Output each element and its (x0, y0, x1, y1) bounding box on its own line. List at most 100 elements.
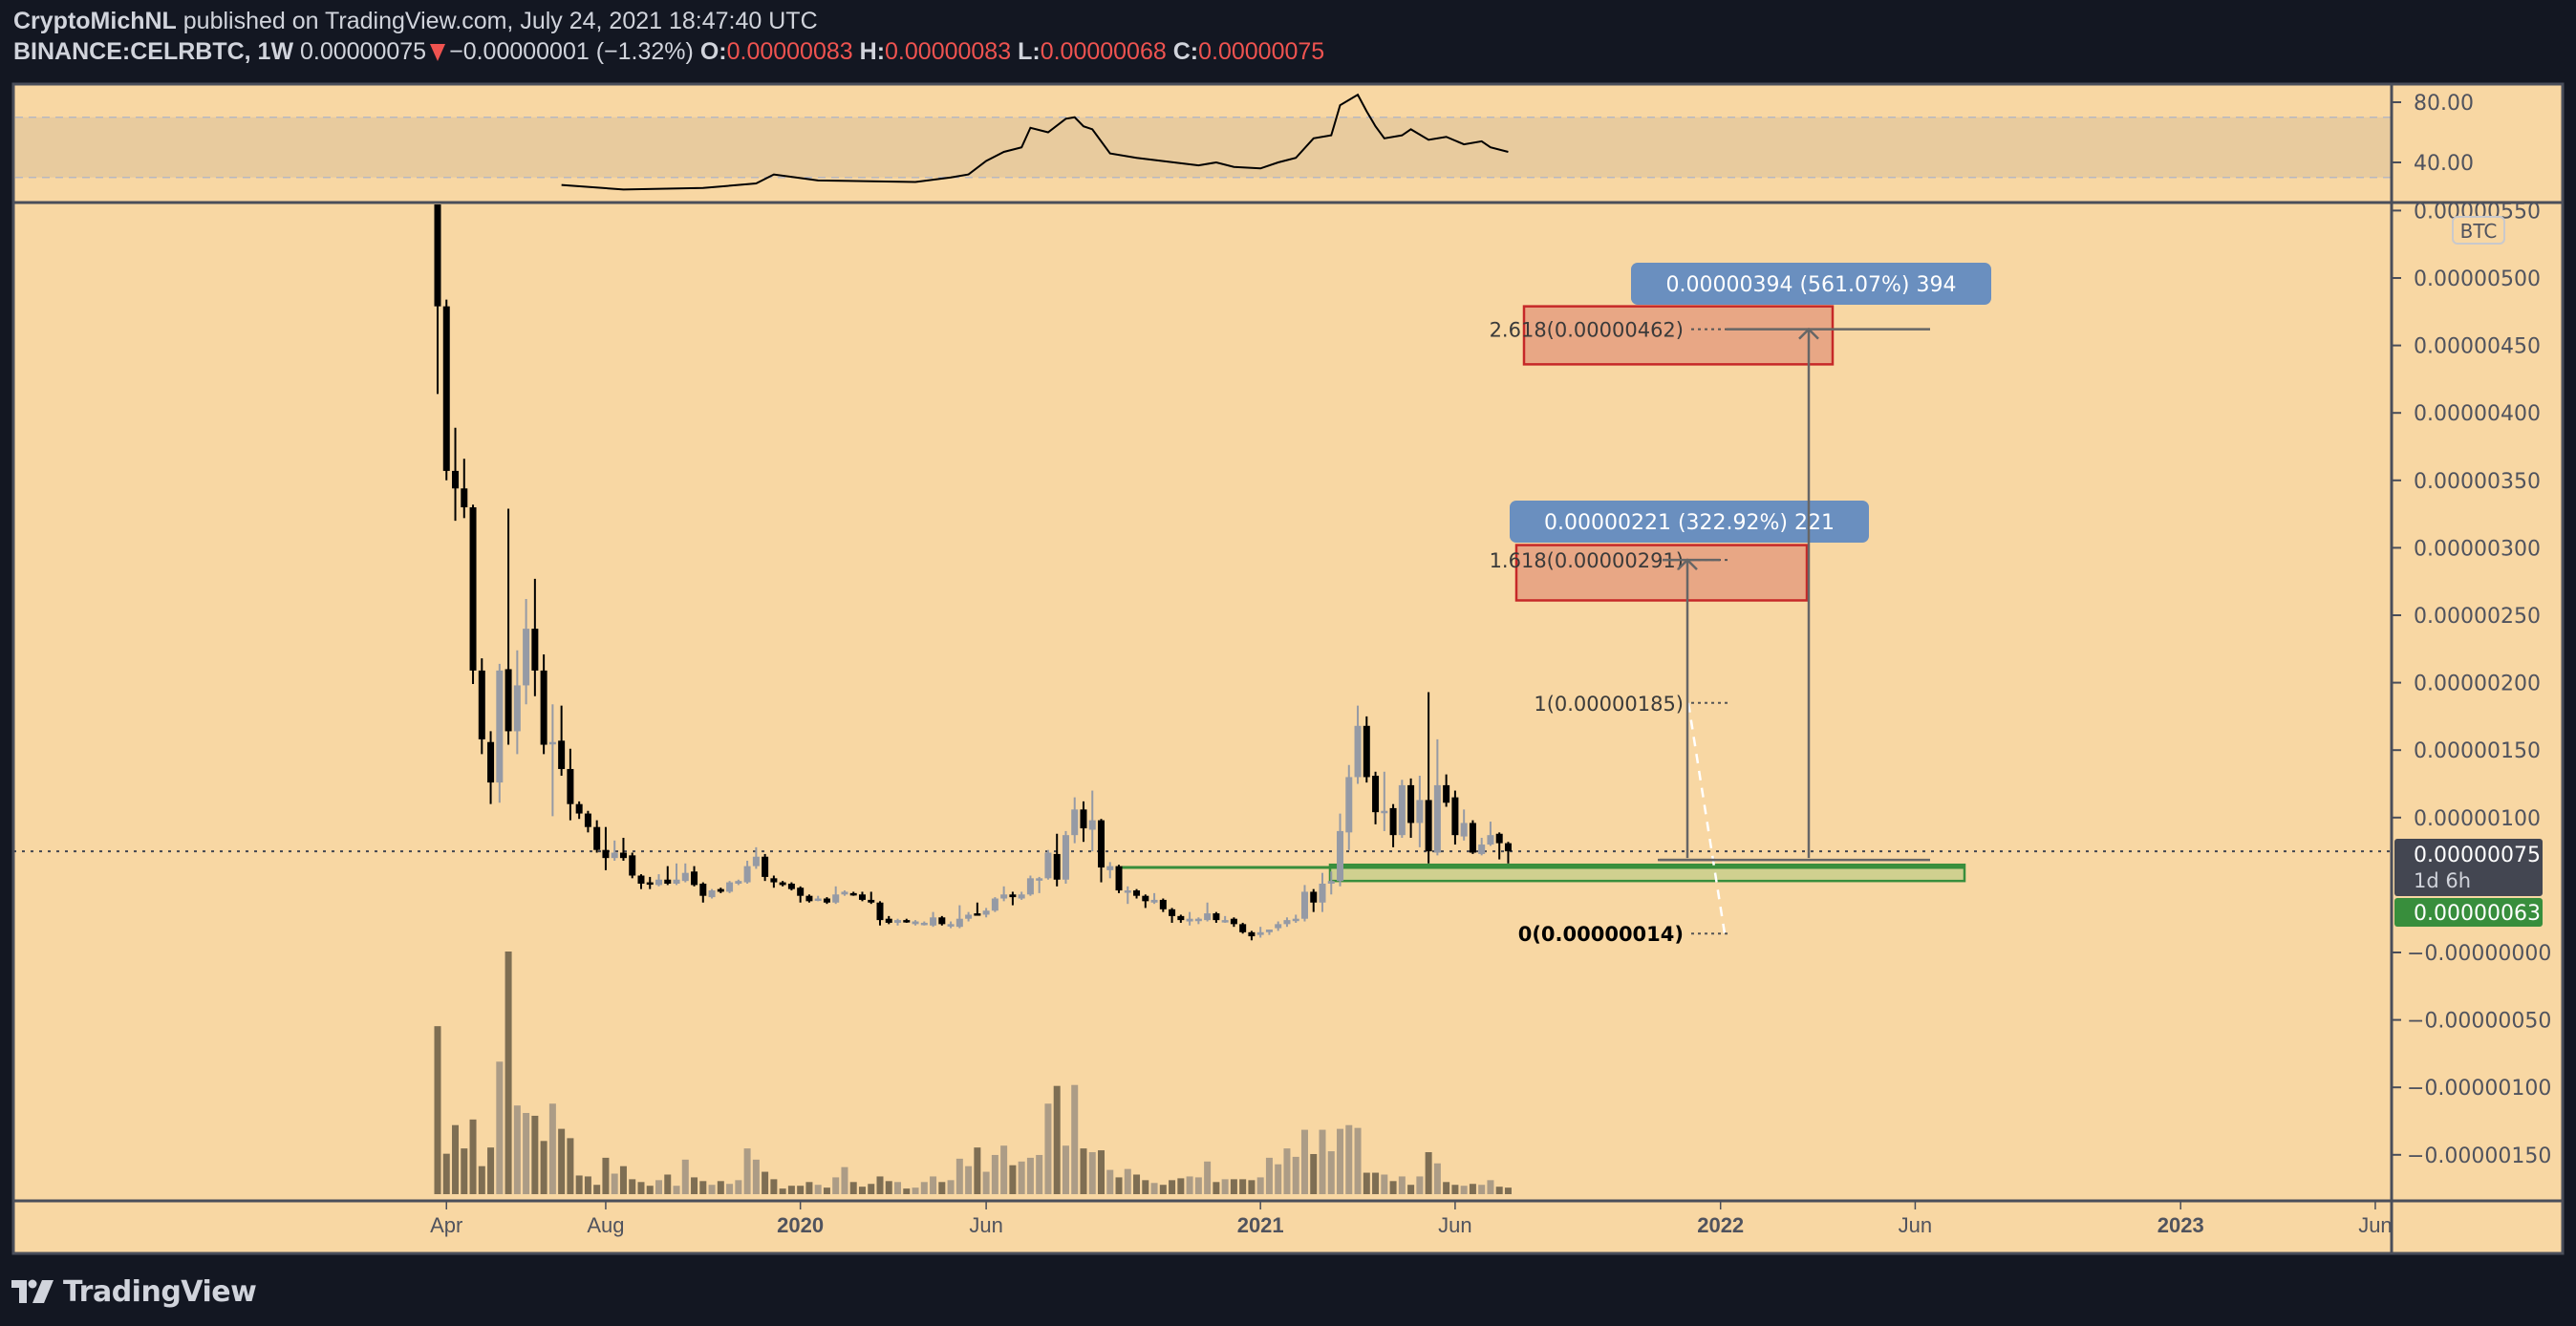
chart-frame (11, 82, 2565, 1255)
candle-body (664, 879, 672, 884)
volume-bar (1416, 1176, 1424, 1194)
candle-body (1381, 810, 1388, 814)
tradingview-logo[interactable]: TradingView (11, 1275, 257, 1309)
price-axis-label: −0.00000150 (2407, 1144, 2551, 1168)
volume-bar (1495, 1187, 1503, 1194)
volume-bar (1044, 1103, 1052, 1194)
volume-bar (735, 1180, 742, 1194)
published-text: published on TradingView.com, July 24, 2… (182, 8, 818, 34)
candle-body (434, 204, 441, 307)
drawings[interactable]: 2.618(0.00000462) 1.618(0.00000291) 1(0.00… (1490, 263, 1991, 946)
volume-bar (602, 1157, 610, 1194)
volume-bar (1443, 1182, 1450, 1194)
currency-badge[interactable] (2452, 216, 2505, 245)
volume-bar (814, 1185, 822, 1194)
candle-body (1425, 800, 1432, 852)
volume-bar (523, 1113, 530, 1194)
volume-bar (1106, 1169, 1114, 1194)
candle-body (655, 879, 662, 886)
volume-bar (752, 1159, 760, 1194)
rsi-axis-label: 80.00 (2414, 92, 2474, 116)
volume-bar (513, 1105, 521, 1194)
volume-bar (876, 1176, 884, 1194)
candle-body (1319, 883, 1326, 903)
measure-label: 0.00000394 (561.07%) 394 (1666, 273, 1957, 297)
candle-body (1009, 894, 1017, 898)
candle-body (841, 891, 848, 895)
volume-bar (1248, 1180, 1256, 1194)
volume-bar (1460, 1186, 1468, 1194)
candlestick-series (434, 204, 1512, 941)
volume-bars (434, 952, 1512, 1194)
candle-body (1150, 899, 1158, 903)
measure-label-box[interactable] (1631, 263, 1991, 305)
price-axis-label: −0.00000000 (2407, 942, 2551, 966)
current-price-badge (2394, 839, 2543, 896)
candle-body (548, 741, 556, 745)
rsi-axis-label: 40.00 (2414, 152, 2474, 176)
drawings-under (13, 850, 2391, 883)
candle-body (1062, 835, 1069, 880)
candle-body (1133, 890, 1141, 896)
volume-bar (1036, 1154, 1043, 1194)
candle-body (1186, 918, 1193, 922)
volume-bar (797, 1186, 805, 1194)
candle-body (469, 507, 477, 671)
volume-bar (1186, 1176, 1193, 1194)
candle-body (912, 921, 919, 925)
volume-bar (1487, 1180, 1494, 1194)
volume-bar (1398, 1176, 1406, 1194)
candle-body (584, 813, 591, 827)
price-axis[interactable]: 0.000005500.000005000.000004500.00000400… (2392, 200, 2551, 1168)
fib-trend-line[interactable] (1686, 702, 1727, 934)
candle-body (1159, 899, 1167, 909)
open-label: O: (699, 38, 727, 65)
volume-bar (452, 1124, 460, 1194)
volume-bar (558, 1128, 566, 1194)
candle-body (1310, 891, 1318, 903)
volume-bar (1133, 1174, 1141, 1194)
volume-bar (1071, 1084, 1079, 1194)
candle-body (1053, 853, 1061, 880)
target-zone-1[interactable] (1514, 544, 1809, 602)
fib-level-label: 2.618(0.00000462) (1490, 319, 1684, 342)
author-name[interactable]: CryptoMichNL (13, 8, 177, 34)
candle-body (619, 852, 627, 859)
volume-bar (655, 1180, 662, 1194)
volume-bar (930, 1176, 937, 1194)
candle-body (558, 740, 566, 769)
candle-body (504, 669, 512, 732)
volume-bar (1425, 1152, 1432, 1194)
candle-body (1088, 820, 1096, 830)
line-price-badge (2394, 898, 2543, 927)
volume-bar (1292, 1156, 1299, 1194)
candle-body (1345, 777, 1353, 833)
target-zone-2[interactable] (1522, 305, 1835, 366)
candle-body (1080, 809, 1087, 829)
volume-bar (965, 1166, 973, 1194)
volume-bar (982, 1171, 990, 1194)
candle-body (1433, 784, 1441, 853)
symbol-name[interactable]: BINANCE:CELRBTC, 1W (13, 38, 294, 65)
close-value: 0.00000075 (1198, 38, 1325, 65)
measure-label-box[interactable] (1510, 501, 1869, 543)
candle-body (903, 920, 911, 923)
low-value: 0.00000068 (1040, 38, 1167, 65)
candle-body (1416, 800, 1424, 823)
volume-bar (1283, 1148, 1291, 1194)
high-label: H: (859, 38, 886, 65)
candle-body (1460, 823, 1468, 837)
candle-body (762, 856, 769, 877)
candle-body (629, 855, 636, 876)
candle-body (1177, 915, 1185, 921)
candle-body (849, 892, 857, 896)
price-axis-label: 0.00000250 (2414, 605, 2541, 629)
volume-bar (1300, 1129, 1308, 1194)
volume-bar (1213, 1182, 1220, 1194)
candle-body (1194, 918, 1202, 922)
candle-body (1071, 809, 1079, 836)
time-axis[interactable]: Apr Aug 2020 Jun 2021 Jun 2022 Jun 2023 Jun (430, 1202, 2393, 1237)
volume-bar (1098, 1150, 1105, 1194)
candle-body (1044, 852, 1052, 879)
